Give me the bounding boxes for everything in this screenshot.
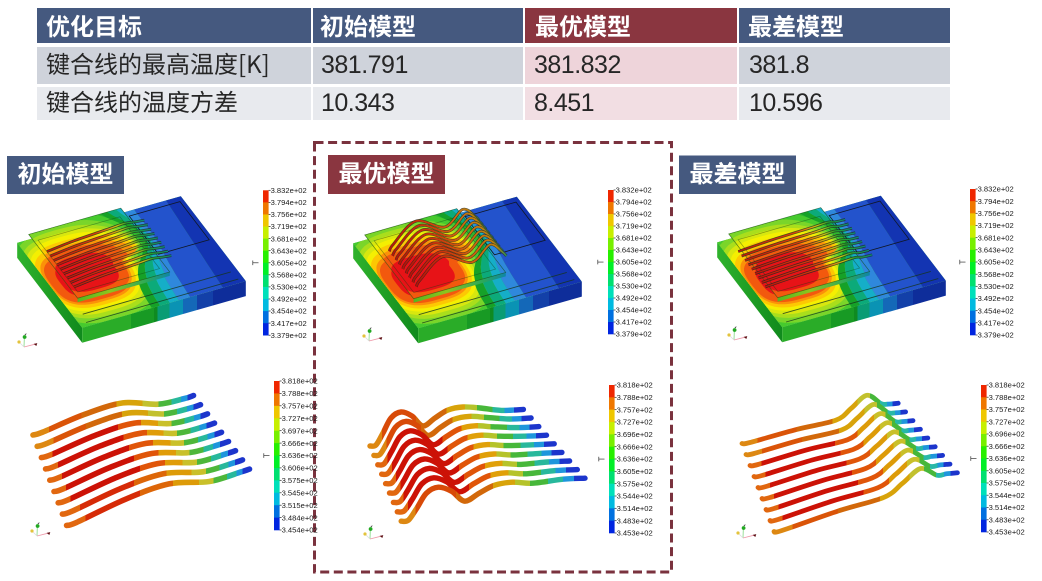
svg-text:3.530e+02: 3.530e+02 xyxy=(271,283,307,292)
svg-text:3.379e+02: 3.379e+02 xyxy=(271,331,307,340)
svg-text:381.832: 381.832 xyxy=(534,51,621,79)
svg-text:3.794e+02: 3.794e+02 xyxy=(616,198,652,207)
svg-text:3.727e+02: 3.727e+02 xyxy=(617,418,653,427)
svg-text:3.756e+02: 3.756e+02 xyxy=(978,209,1014,218)
svg-text:3.727e+02: 3.727e+02 xyxy=(282,414,318,423)
svg-text:3.492e+02: 3.492e+02 xyxy=(616,294,652,303)
svg-text:3.719e+02: 3.719e+02 xyxy=(978,221,1014,230)
svg-text:3.636e+02: 3.636e+02 xyxy=(617,455,653,464)
svg-text:T: T xyxy=(598,456,607,461)
svg-text:3.568e+02: 3.568e+02 xyxy=(271,271,307,280)
svg-text:3.818e+02: 3.818e+02 xyxy=(989,381,1025,390)
svg-text:3.666e+02: 3.666e+02 xyxy=(282,439,318,448)
svg-text:T: T xyxy=(597,259,606,264)
svg-text:3.697e+02: 3.697e+02 xyxy=(282,426,318,435)
svg-text:3.636e+02: 3.636e+02 xyxy=(989,454,1025,463)
svg-text:3.788e+02: 3.788e+02 xyxy=(282,389,318,398)
svg-text:3.605e+02: 3.605e+02 xyxy=(271,258,307,267)
svg-text:3.832e+02: 3.832e+02 xyxy=(271,186,307,195)
svg-text:3.757e+02: 3.757e+02 xyxy=(989,405,1025,414)
svg-text:3.514e+02: 3.514e+02 xyxy=(989,503,1025,512)
svg-text:3.727e+02: 3.727e+02 xyxy=(989,417,1025,426)
svg-text:3.530e+02: 3.530e+02 xyxy=(616,282,652,291)
svg-text:3.681e+02: 3.681e+02 xyxy=(271,234,307,243)
svg-text:3.719e+02: 3.719e+02 xyxy=(271,222,307,231)
svg-text:3.832e+02: 3.832e+02 xyxy=(978,185,1014,194)
svg-text:3.568e+02: 3.568e+02 xyxy=(616,270,652,279)
svg-text:3.454e+02: 3.454e+02 xyxy=(616,306,652,315)
svg-text:3.606e+02: 3.606e+02 xyxy=(282,464,318,473)
svg-text:3.666e+02: 3.666e+02 xyxy=(989,442,1025,451)
svg-text:3.756e+02: 3.756e+02 xyxy=(616,210,652,219)
svg-text:3.666e+02: 3.666e+02 xyxy=(617,442,653,451)
svg-text:3.492e+02: 3.492e+02 xyxy=(978,294,1014,303)
svg-text:3.575e+02: 3.575e+02 xyxy=(617,479,653,488)
svg-text:8.451: 8.451 xyxy=(534,89,594,117)
svg-text:3.696e+02: 3.696e+02 xyxy=(617,430,653,439)
svg-text:3.453e+02: 3.453e+02 xyxy=(617,529,653,538)
svg-text:10.343: 10.343 xyxy=(321,89,394,117)
svg-text:3.454e+02: 3.454e+02 xyxy=(978,306,1014,315)
svg-text:10.596: 10.596 xyxy=(749,89,822,117)
svg-text:T: T xyxy=(970,456,979,461)
svg-text:T: T xyxy=(252,260,261,265)
svg-text:3.483e+02: 3.483e+02 xyxy=(989,516,1025,525)
svg-text:3.643e+02: 3.643e+02 xyxy=(978,246,1014,255)
svg-text:3.696e+02: 3.696e+02 xyxy=(989,430,1025,439)
svg-text:3.545e+02: 3.545e+02 xyxy=(282,488,318,497)
svg-text:3.568e+02: 3.568e+02 xyxy=(978,270,1014,279)
svg-text:T: T xyxy=(959,259,968,264)
svg-text:3.379e+02: 3.379e+02 xyxy=(616,330,652,339)
svg-text:3.794e+02: 3.794e+02 xyxy=(271,198,307,207)
svg-text:3.719e+02: 3.719e+02 xyxy=(616,222,652,231)
svg-text:3.788e+02: 3.788e+02 xyxy=(617,393,653,402)
svg-text:3.484e+02: 3.484e+02 xyxy=(282,513,318,522)
svg-text:3.379e+02: 3.379e+02 xyxy=(978,331,1014,340)
svg-text:381.8: 381.8 xyxy=(749,51,809,79)
svg-text:3.643e+02: 3.643e+02 xyxy=(271,246,307,255)
svg-text:3.605e+02: 3.605e+02 xyxy=(616,258,652,267)
svg-text:3.454e+02: 3.454e+02 xyxy=(282,526,318,535)
svg-text:3.636e+02: 3.636e+02 xyxy=(282,451,318,460)
svg-text:3.681e+02: 3.681e+02 xyxy=(978,233,1014,242)
svg-text:3.794e+02: 3.794e+02 xyxy=(978,197,1014,206)
svg-text:3.818e+02: 3.818e+02 xyxy=(617,381,653,390)
svg-text:3.756e+02: 3.756e+02 xyxy=(271,210,307,219)
svg-text:381.791: 381.791 xyxy=(321,51,408,79)
svg-text:3.757e+02: 3.757e+02 xyxy=(282,402,318,411)
svg-text:3.492e+02: 3.492e+02 xyxy=(271,295,307,304)
svg-text:3.417e+02: 3.417e+02 xyxy=(978,319,1014,328)
svg-text:3.643e+02: 3.643e+02 xyxy=(616,246,652,255)
svg-text:3.818e+02: 3.818e+02 xyxy=(282,377,318,386)
svg-text:3.605e+02: 3.605e+02 xyxy=(989,466,1025,475)
svg-text:3.544e+02: 3.544e+02 xyxy=(989,491,1025,500)
svg-text:3.453e+02: 3.453e+02 xyxy=(989,528,1025,537)
svg-text:3.788e+02: 3.788e+02 xyxy=(989,393,1025,402)
svg-text:T: T xyxy=(263,453,272,458)
svg-text:3.417e+02: 3.417e+02 xyxy=(616,318,652,327)
svg-text:3.681e+02: 3.681e+02 xyxy=(616,234,652,243)
svg-text:3.515e+02: 3.515e+02 xyxy=(282,501,318,510)
svg-text:3.575e+02: 3.575e+02 xyxy=(282,476,318,485)
svg-text:3.514e+02: 3.514e+02 xyxy=(617,504,653,513)
svg-text:3.483e+02: 3.483e+02 xyxy=(617,516,653,525)
svg-text:3.605e+02: 3.605e+02 xyxy=(978,258,1014,267)
svg-text:3.544e+02: 3.544e+02 xyxy=(617,492,653,501)
svg-text:3.757e+02: 3.757e+02 xyxy=(617,405,653,414)
svg-text:3.575e+02: 3.575e+02 xyxy=(989,479,1025,488)
svg-text:3.417e+02: 3.417e+02 xyxy=(271,319,307,328)
svg-text:3.454e+02: 3.454e+02 xyxy=(271,307,307,316)
svg-text:3.605e+02: 3.605e+02 xyxy=(617,467,653,476)
svg-text:3.832e+02: 3.832e+02 xyxy=(616,186,652,195)
svg-text:3.530e+02: 3.530e+02 xyxy=(978,282,1014,291)
